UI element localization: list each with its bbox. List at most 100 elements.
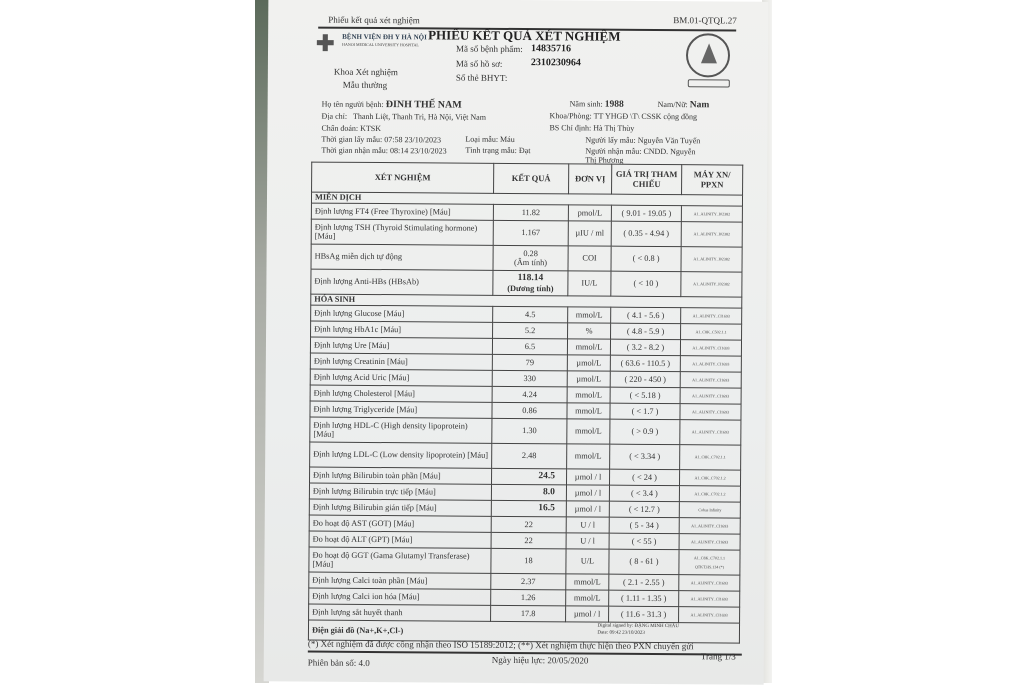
col-result: KẾT QUẢ	[493, 163, 569, 194]
result-cell: 6.5	[492, 338, 568, 355]
ward: TT YHGĐ \T\ CSSK cộng đồng	[593, 111, 698, 122]
form-code: BM.01-QTQL.27	[673, 15, 737, 26]
result-value: 0.86	[522, 405, 537, 415]
machine-code: A1_ALINITY_CI1693	[678, 606, 740, 624]
result-cell: 8.0	[491, 484, 567, 501]
machine-code: A1_C8K_C702.1.1 QTKT.HS.134 (*)	[678, 549, 741, 576]
result-cell: 17.8	[490, 605, 566, 622]
result-value: 1.30	[522, 426, 537, 436]
result-cell: 0.28 (Âm tính)	[492, 245, 569, 271]
machine-code: A1_ALINITY_CI1693	[680, 355, 742, 373]
reference-range: ( < 55 )	[609, 533, 680, 550]
unit: %	[567, 322, 611, 340]
col-machine: MÁY XN/ PPXN	[681, 164, 743, 196]
result-cell: 4.24	[492, 386, 568, 403]
diagnosis-label: Chẩn đoán:	[321, 123, 359, 133]
birth-label: Năm sinh:	[569, 99, 603, 109]
reference-range: ( 220 - 450 )	[610, 371, 681, 388]
unit: µIU / ml	[568, 220, 612, 247]
collector: Nguyễn Văn Tuyến	[637, 135, 701, 146]
reference-range: ( 3.2 - 8.2 )	[610, 339, 681, 356]
result-value: 4.24	[522, 389, 537, 399]
table-row: Định lượng LDL-C (Low density lipoprotei…	[309, 442, 741, 471]
result-note: (Dương tính)	[507, 283, 554, 293]
test-name: Định lượng FT4 (Free Thyroxine) [Máu]	[311, 203, 494, 221]
accreditation-seal-icon	[685, 33, 731, 78]
result-value: 18	[524, 556, 533, 566]
unit: mmol/L	[567, 386, 611, 404]
result-cell: 0.86	[491, 402, 568, 419]
sex: Nam	[689, 100, 710, 111]
machine-code: A1_ALINITY_CI1693	[679, 517, 741, 535]
effective-date: Ngày hiệu lực: 20/05/2020	[491, 654, 589, 666]
table-row: Đo hoạt độ GGT (Gama Glutamyl Transferas…	[308, 547, 741, 576]
machine-code: A1_ALINITY_CI1693	[678, 590, 740, 608]
unit: mmol/L	[566, 418, 610, 445]
machine-code: A1_ALINITY_CI1693	[680, 307, 742, 325]
sex-label: Nam/Nữ:	[657, 99, 688, 110]
receiver-label: Người nhận mẫu:	[585, 146, 642, 156]
reference-range: ( 4.1 - 5.6 )	[610, 307, 681, 324]
table-header: XÉT NGHIỆM KẾT QUẢ ĐƠN VỊ GIÁ TRỊ THAM C…	[311, 162, 743, 196]
unit: µmol/L	[567, 354, 611, 372]
reference-range: ( 1.11 - 1.35 )	[608, 590, 679, 607]
unit: COI	[567, 245, 612, 272]
patient-name-label: Họ tên người bệnh:	[321, 99, 384, 110]
result-cell: 24.5	[491, 468, 567, 485]
result-cell: 5.2	[492, 322, 568, 339]
test-name: Định lượng Bilirubin gián tiếp [Máu]	[309, 499, 492, 517]
machine-code: Cobas Infinity	[679, 501, 741, 519]
machine-code: A1_ALINITY_I02382	[680, 271, 742, 298]
result-cell: 11.82	[493, 204, 569, 221]
sample-label: Loại mẫu:	[465, 134, 499, 144]
unit: pmol/L	[568, 204, 612, 222]
result-cell: 2.48	[491, 443, 567, 469]
sample-category: Mẫu thường	[342, 79, 388, 91]
lab-report-paper: Phiếu kết quả xét nghiệm BM.01-QTQL.27 ✚…	[263, 0, 769, 685]
signature-date: Date: 09:42 23/10/2023	[597, 630, 645, 636]
collector-label: Người lấy mẫu:	[585, 135, 636, 145]
result-value: 330	[523, 373, 536, 383]
col-reference: GIÁ TRỊ THAM CHIẾU	[611, 164, 682, 195]
test-name: Định lượng Creatinin [Máu]	[310, 353, 493, 371]
unit: mmol/L	[567, 306, 611, 324]
test-name: HBsAg miễn dịch tự động	[311, 244, 494, 271]
col-test: XÉT NGHIỆM	[311, 162, 494, 194]
result-value: 4.5	[524, 309, 536, 319]
reference-range: ( 0.35 - 4.94 )	[611, 221, 682, 247]
test-name: Định lượng Ure [Máu]	[310, 337, 493, 355]
unit: U/L	[565, 548, 610, 575]
receive-time: 08:14 23/10/2023	[389, 146, 447, 156]
unit: µmol/L	[567, 370, 611, 388]
result-value: 1.26	[520, 592, 536, 602]
record-id: 2310230964	[530, 57, 581, 69]
background-edge-right	[762, 0, 772, 683]
test-name: Định lượng LDL-C (Low density lipoprotei…	[309, 442, 492, 469]
test-name: Đo hoạt độ AST (GOT) [Máu]	[309, 515, 492, 533]
machine-code: A1_ALINITY_I02382	[681, 205, 743, 223]
result-value: 5.2	[524, 325, 536, 335]
hospital-name: BỆNH VIỆN ĐH Y HÀ NỘI	[342, 32, 427, 42]
result-value: 16.5	[538, 503, 555, 514]
footnote: (*) Xét nghiệm đã được công nhận theo IS…	[307, 638, 694, 652]
result-cell: 118.14 (Dương tính)	[492, 270, 568, 296]
test-name: Định lượng Anti-HBs (HBsAb)	[310, 269, 493, 296]
machine-code: A1_ALINITY_CI1693	[678, 574, 740, 592]
result-cell: 22	[491, 532, 567, 549]
test-name: Đo hoạt độ ALT (GPT) [Máu]	[309, 531, 492, 549]
unit: µmol / l	[566, 500, 610, 518]
reference-range: ( 4.8 - 5.9 )	[610, 323, 681, 340]
status-label: Tình trạng mẫu:	[465, 145, 517, 156]
accreditation-tag	[687, 79, 730, 88]
diagnosis: KTSK	[360, 123, 382, 134]
birth-year: 1988	[604, 99, 624, 110]
reference-range: ( 2.1 - 2.55 )	[608, 574, 679, 591]
test-name: Định lượng sắt huyết thanh	[308, 604, 491, 622]
reference-range: ( < 3.34 )	[609, 444, 680, 470]
result-cell: 22	[491, 516, 567, 533]
machine-code: A1_ALINITY_CI1693	[680, 387, 742, 405]
result-value: 1.167	[521, 228, 541, 238]
reference-range: ( 63.6 - 110.5 )	[610, 355, 681, 372]
patient-name: ĐINH THẾ NAM	[385, 99, 462, 111]
test-name: Định lượng Calci toàn phần [Máu]	[308, 572, 491, 590]
